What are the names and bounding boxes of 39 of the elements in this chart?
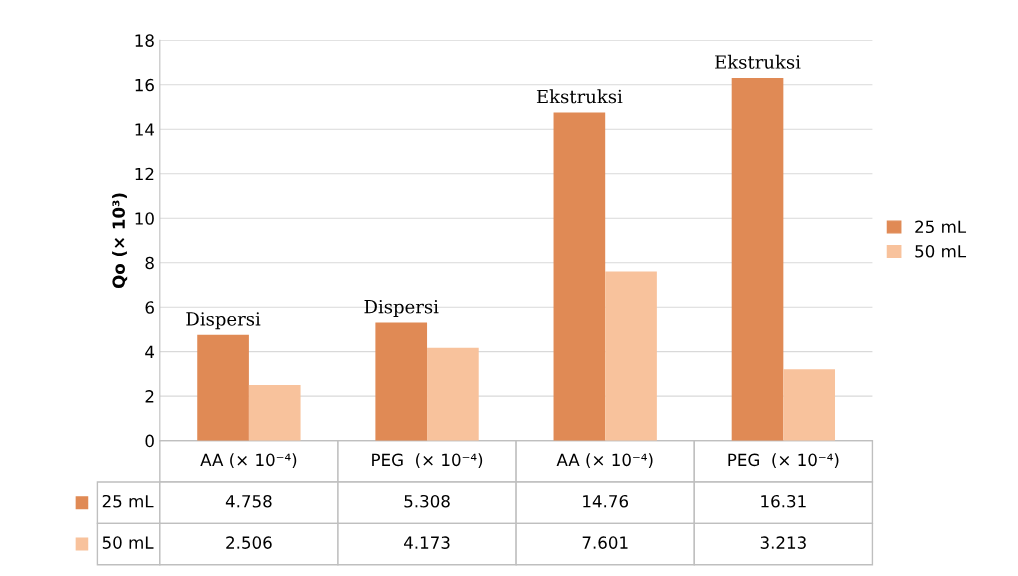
data-label: 14.76 <box>583 494 629 508</box>
data-label: 4.758 <box>225 494 272 508</box>
y-tick-label: 12 <box>135 167 154 181</box>
annotation: Ekstruksi <box>536 89 623 104</box>
annotation: Dispersi <box>364 299 439 318</box>
data-label: 16.31 <box>761 494 806 508</box>
y-tick-label: 8 <box>145 256 154 270</box>
data-label: 2.506 <box>226 536 272 549</box>
text: 25 mL <box>915 220 967 234</box>
legend-label: 25 mL <box>102 494 154 508</box>
data-label: 7.601 <box>582 536 628 549</box>
bar <box>731 77 784 441</box>
annotation: Ekstruksi <box>715 54 801 69</box>
data-label: 5.308 <box>404 494 450 508</box>
bar <box>783 369 836 441</box>
x-tick-label: AA (× 10⁻⁴) <box>556 453 653 469</box>
bar <box>553 112 606 441</box>
x-tick-label: PEG (× 10⁻⁴) <box>372 453 483 469</box>
y-tick-label: 16 <box>135 78 154 92</box>
y-axis-title: Qo (× 10³) <box>112 193 128 289</box>
bar <box>197 334 249 441</box>
bar <box>248 384 301 441</box>
y-tick-label: 0 <box>145 434 154 448</box>
y-tick-label: 18 <box>135 34 154 47</box>
text: 50 mL <box>102 536 154 549</box>
x-tick-label: PEG (× 10⁻⁴) <box>728 453 839 469</box>
legend-label: 50 mL <box>915 244 967 258</box>
y-tick-label: 6 <box>145 301 154 314</box>
annotation: Dispersi <box>186 312 261 330</box>
y-tick-label: 14 <box>135 123 155 136</box>
y-tick-label: 4 <box>145 345 155 359</box>
bar <box>427 347 479 441</box>
y-tick-label: 10 <box>135 212 154 225</box>
y-tick-label: 2 <box>145 390 154 403</box>
data-label: 4.173 <box>404 536 450 549</box>
x-tick-label: AA (× 10⁻⁴) <box>200 453 297 469</box>
bar <box>375 322 428 441</box>
data-label: 3.213 <box>760 536 806 549</box>
bar <box>605 271 657 441</box>
